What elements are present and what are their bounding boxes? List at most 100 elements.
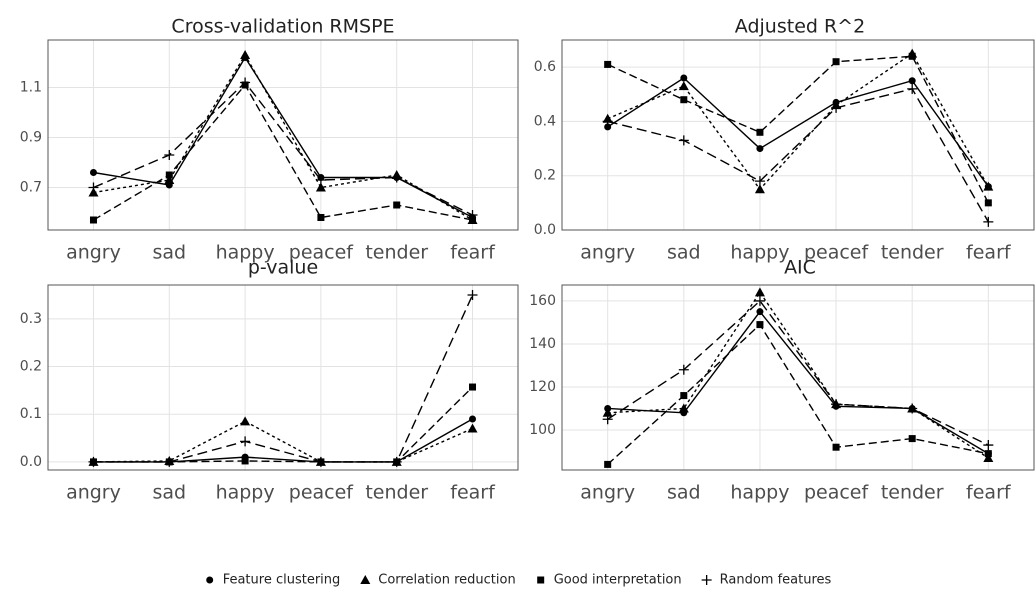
series-line [607, 55, 989, 204]
marker [756, 145, 764, 153]
y-tick-label: 140 [529, 336, 556, 352]
marker [360, 575, 371, 584]
series-line [93, 420, 473, 463]
marker [315, 456, 326, 467]
series-line [607, 310, 989, 455]
marker [602, 414, 613, 425]
marker [467, 290, 478, 301]
x-tick-label: happy [216, 482, 275, 504]
marker [907, 403, 918, 414]
marker [164, 456, 175, 467]
marker [604, 123, 612, 131]
marker [983, 440, 994, 451]
series-line [93, 83, 473, 221]
y-tick-label: 160 [529, 293, 556, 309]
legend-label: Feature clustering [223, 573, 341, 588]
y-tick-label: 0.1 [20, 406, 42, 422]
series-line [93, 418, 473, 463]
marker [678, 81, 689, 91]
marker [88, 182, 99, 193]
panel-title: Cross-validation RMSPE [171, 16, 394, 38]
y-tick-label: 0.7 [20, 180, 42, 196]
x-tick-label: fearf [450, 242, 496, 264]
y-tick-label: 0.0 [20, 454, 42, 470]
y-tick-label: 0.4 [534, 113, 556, 129]
legend: Feature clustering Correlation reduction G… [206, 573, 832, 588]
marker [756, 321, 764, 329]
series-line [607, 291, 989, 459]
x-tick-label: tender [365, 482, 428, 504]
series-line [607, 88, 989, 223]
marker [907, 83, 918, 94]
marker [756, 128, 764, 136]
panel-title: AIC [784, 257, 816, 279]
panel-title: Adjusted R^2 [735, 16, 865, 38]
marker [680, 74, 688, 82]
marker [89, 169, 97, 176]
y-tick-label: 0.9 [20, 130, 42, 146]
panel-border [47, 284, 519, 471]
marker [467, 423, 478, 433]
marker [602, 407, 613, 417]
x-tick-label: peacef [804, 482, 870, 504]
y-tick-label: 0.2 [534, 168, 556, 184]
marker [831, 399, 842, 410]
marker [240, 77, 251, 88]
marker [393, 201, 401, 209]
marker [240, 416, 251, 426]
x-tick-label: angry [66, 482, 121, 504]
marker [206, 576, 214, 584]
series-line [607, 323, 989, 465]
panel-border [561, 284, 1035, 471]
marker [678, 364, 689, 375]
series-line [607, 77, 989, 187]
x-tick-label: sad [152, 482, 186, 504]
y-tick-label: 120 [529, 379, 556, 395]
panel-border [47, 39, 519, 231]
marker [984, 450, 992, 458]
legend-label: Good interpretation [554, 573, 682, 588]
marker [467, 210, 478, 220]
marker [469, 383, 477, 391]
marker [89, 216, 97, 224]
marker [164, 150, 175, 160]
marker [701, 575, 712, 585]
panel-border [561, 39, 1035, 231]
marker [754, 176, 765, 187]
x-tick-label: happy [216, 242, 275, 264]
x-tick-label: tender [881, 482, 944, 504]
y-tick-label: 0.3 [20, 311, 42, 327]
marker [983, 452, 994, 462]
legend-label: Random features [720, 573, 832, 588]
y-tick-label: 0.6 [534, 59, 556, 75]
marker [165, 171, 173, 179]
marker [680, 96, 688, 104]
x-tick-label: angry [580, 482, 635, 504]
marker [831, 102, 842, 113]
x-tick-label: happy [730, 482, 789, 504]
marker [391, 172, 402, 183]
x-tick-label: happy [730, 242, 789, 264]
y-tick-label: 0.2 [20, 359, 42, 375]
x-tick-label: peacef [289, 482, 355, 504]
panel-title: p-value [248, 257, 318, 279]
marker [317, 214, 325, 221]
marker [164, 175, 175, 184]
x-tick-label: sad [152, 242, 186, 264]
marker [983, 181, 994, 191]
x-tick-label: angry [580, 242, 635, 264]
x-tick-label: tender [365, 242, 428, 264]
x-tick-label: peacef [289, 242, 355, 264]
x-tick-label: sad [667, 242, 701, 264]
x-tick-label: fearf [966, 242, 1012, 264]
y-tick-label: 1.1 [20, 80, 42, 96]
marker [315, 182, 326, 192]
x-tick-label: fearf [450, 482, 496, 504]
marker [908, 52, 916, 60]
marker [908, 77, 916, 85]
marker [537, 576, 545, 584]
x-tick-label: fearf [966, 482, 1012, 504]
x-tick-label: angry [66, 242, 121, 264]
y-tick-label: 0.0 [534, 222, 556, 238]
